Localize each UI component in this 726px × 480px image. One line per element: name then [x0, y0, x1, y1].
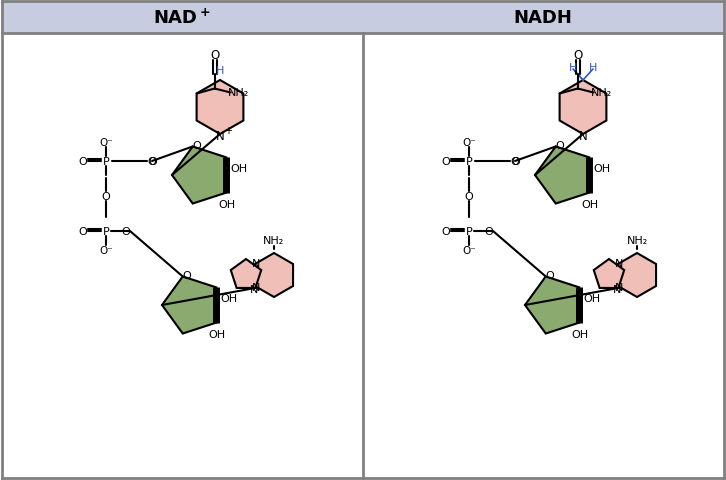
Text: H: H	[589, 63, 597, 73]
Text: O: O	[512, 156, 521, 167]
Text: O: O	[545, 271, 554, 281]
Text: O⁻: O⁻	[99, 245, 113, 255]
Text: OH: OH	[219, 199, 236, 209]
Bar	[2, 2, 363, 34]
Polygon shape	[172, 147, 227, 204]
Text: N: N	[615, 258, 623, 268]
Text: O: O	[78, 227, 87, 237]
Text: NH₂: NH₂	[264, 236, 285, 245]
Text: O: O	[149, 156, 158, 167]
Text: O: O	[465, 192, 473, 202]
Text: O: O	[122, 227, 131, 237]
Text: H: H	[216, 66, 224, 76]
Text: NH₂: NH₂	[627, 236, 648, 245]
Text: O: O	[192, 141, 201, 151]
Text: +: +	[200, 7, 211, 20]
Text: N: N	[579, 129, 587, 142]
Text: +: +	[224, 126, 232, 136]
Text: O: O	[441, 227, 450, 237]
Text: O: O	[147, 156, 156, 167]
Text: OH: OH	[582, 199, 599, 209]
Text: NADH: NADH	[513, 9, 572, 27]
Polygon shape	[162, 277, 216, 334]
Polygon shape	[560, 81, 606, 135]
Text: N: N	[250, 284, 258, 294]
Text: NAD: NAD	[153, 9, 197, 27]
Text: H: H	[568, 63, 577, 73]
Text: N: N	[613, 284, 621, 294]
Text: N: N	[252, 258, 260, 268]
Polygon shape	[618, 253, 656, 298]
Text: O: O	[573, 49, 582, 62]
Text: N: N	[615, 282, 623, 292]
Bar	[363, 2, 724, 34]
Text: O: O	[441, 156, 450, 167]
Polygon shape	[535, 147, 590, 204]
Text: O: O	[210, 49, 219, 62]
Text: O: O	[78, 156, 87, 167]
Text: N: N	[252, 282, 260, 292]
Text: OH: OH	[231, 164, 248, 174]
Text: P: P	[102, 227, 110, 237]
Polygon shape	[255, 253, 293, 298]
Text: OH: OH	[221, 294, 238, 304]
Text: P: P	[465, 156, 473, 167]
Text: P: P	[102, 156, 110, 167]
Polygon shape	[231, 260, 261, 288]
Polygon shape	[594, 260, 624, 288]
Text: OH: OH	[208, 329, 226, 339]
Polygon shape	[197, 81, 243, 135]
Text: O⁻: O⁻	[462, 138, 476, 148]
Text: O: O	[102, 192, 110, 202]
Polygon shape	[525, 277, 579, 334]
Text: NH₂: NH₂	[591, 88, 612, 98]
Text: OH: OH	[584, 294, 601, 304]
Text: N: N	[216, 129, 224, 142]
Text: O: O	[510, 156, 519, 167]
Text: O⁻: O⁻	[462, 245, 476, 255]
Text: OH: OH	[571, 329, 589, 339]
Text: O: O	[555, 141, 564, 151]
Text: O: O	[182, 271, 191, 281]
Text: O: O	[485, 227, 494, 237]
Text: NH₂: NH₂	[228, 88, 249, 98]
Text: OH: OH	[594, 164, 611, 174]
Text: P: P	[465, 227, 473, 237]
Text: O⁻: O⁻	[99, 138, 113, 148]
